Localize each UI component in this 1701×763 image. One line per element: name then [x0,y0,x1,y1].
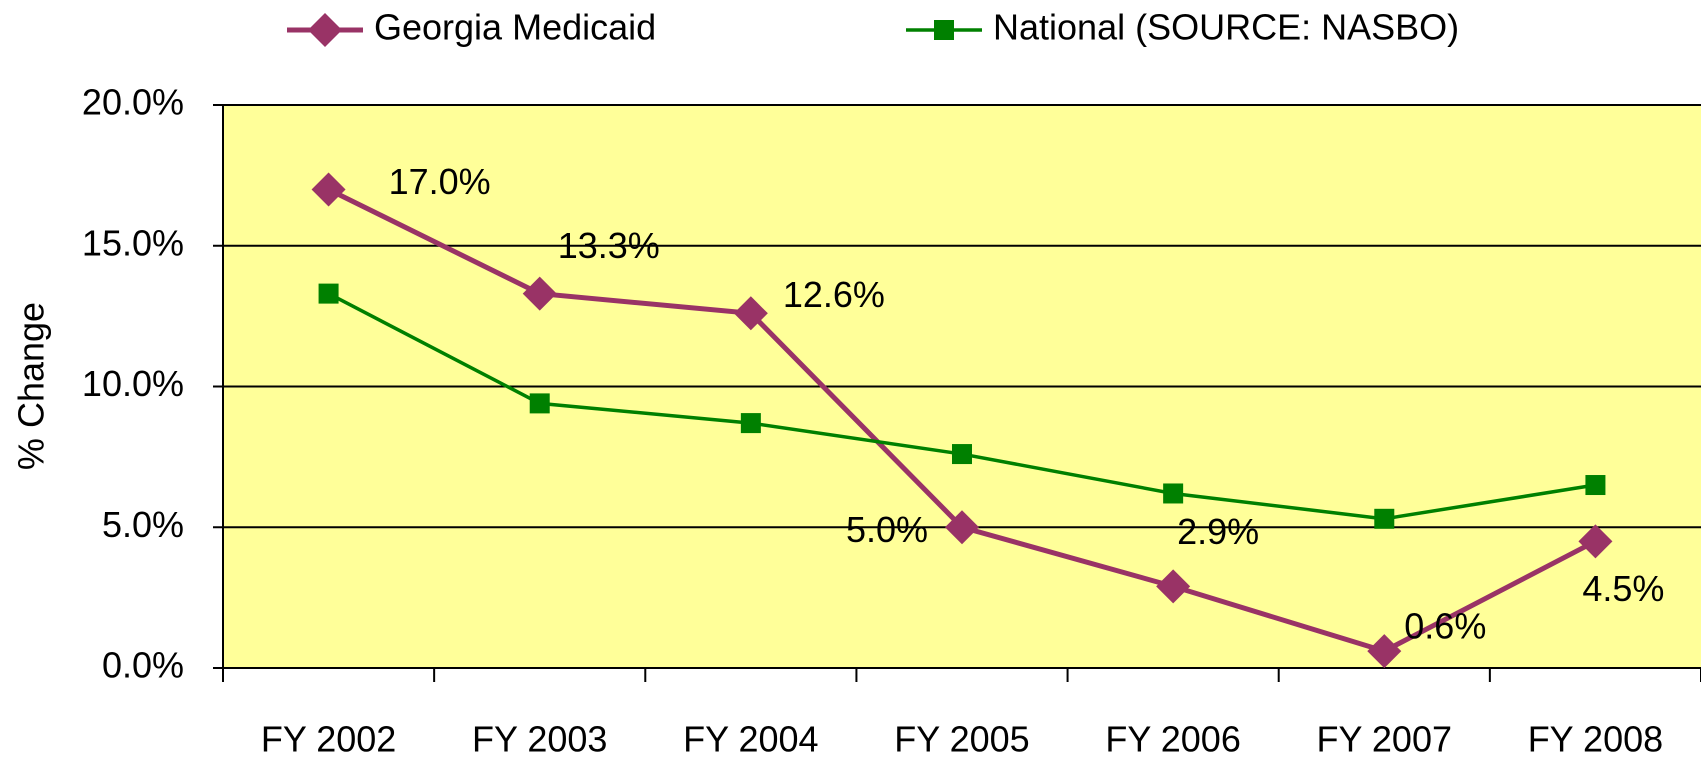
marker [1585,475,1606,496]
x-tick-label: FY 2005 [894,719,1029,760]
marker [952,444,972,465]
y-tick-label: 10.0% [82,363,184,404]
y-axis-title: % Change [11,302,52,470]
marker [311,172,346,207]
x-tick-label: FY 2007 [1317,719,1452,760]
y-tick-label: 20.0% [82,82,184,123]
data-label: 12.6% [783,274,885,315]
legend-label: Georgia Medicaid [374,7,656,48]
x-tick-label: FY 2008 [1528,719,1663,760]
marker [1156,569,1191,604]
marker [1163,483,1184,504]
y-tick-label: 0.0% [102,645,184,686]
data-label: 5.0% [846,509,928,550]
marker [308,13,342,47]
x-tick-label: FY 2002 [261,719,396,760]
marker [733,296,768,331]
data-label: 2.9% [1177,511,1259,552]
marker [1578,524,1613,559]
data-label: 4.5% [1582,568,1664,609]
legend-label: National (SOURCE: NASBO) [993,7,1459,48]
marker [740,413,761,434]
x-tick-label: FY 2003 [472,719,607,760]
marker [1367,634,1402,669]
series [318,283,1606,529]
data-label: 13.3% [558,225,660,266]
x-tick-label: FY 2004 [683,719,818,760]
data-label: 17.0% [389,161,491,202]
y-tick-label: 5.0% [102,504,184,545]
series: 17.0% 13.3% 12.6% 5.0% 2.9% 0.6% 4.5% [311,161,1664,669]
marker [522,276,557,311]
y-tick-label: 15.0% [82,222,184,263]
marker [318,283,339,304]
marker [934,20,954,40]
data-label: 0.6% [1404,606,1486,647]
x-tick-label: FY 2006 [1105,719,1240,760]
marker [529,393,550,414]
marker [945,510,979,545]
marker [1374,508,1395,529]
